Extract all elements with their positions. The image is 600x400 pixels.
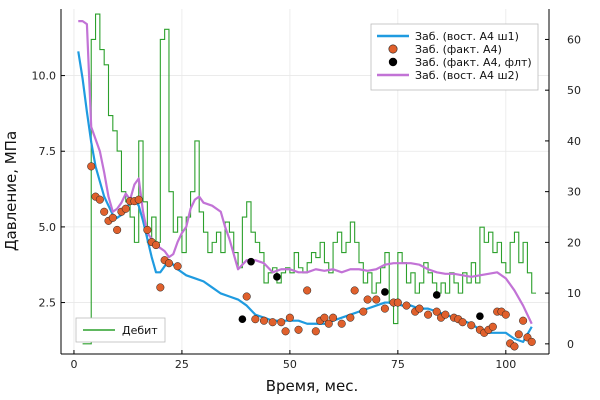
point-fact	[156, 283, 165, 292]
point-fact	[337, 319, 346, 328]
y-tick-label: 2.5	[39, 297, 57, 310]
axis-ticks: 0 25 50 75 100 2.5 5.0 7.5 10.0 0 10 20 30 40 50 60	[32, 33, 582, 371]
x-axis-label: Время, мес.	[266, 377, 358, 395]
point-fact	[350, 286, 359, 295]
legend-label-vost2: Заб. (вост. А4 ш2)	[415, 69, 519, 82]
point-fact	[402, 301, 411, 310]
point-fact	[259, 316, 269, 325]
x-tick-label: 0	[70, 358, 77, 371]
point-fact	[519, 316, 528, 325]
point-fact_flt	[238, 315, 247, 323]
point-fact	[303, 286, 312, 295]
point-fact	[113, 225, 122, 234]
point-fact	[95, 195, 104, 204]
y2-tick-label: 50	[567, 84, 581, 97]
point-fact	[285, 313, 294, 322]
plot-area	[77, 13, 537, 351]
point-fact	[510, 342, 519, 351]
y2-tick-label: 30	[567, 186, 581, 199]
point-fact	[108, 213, 117, 222]
series-line-vost2	[78, 20, 533, 325]
point-fact	[488, 322, 497, 331]
y-tick-label: 10.0	[32, 70, 57, 83]
point-fact	[294, 325, 303, 334]
point-fact	[324, 319, 333, 328]
legend-label-fact-flt: Заб. (факт. А4, флт)	[415, 56, 532, 69]
point-fact	[311, 327, 320, 336]
point-fact	[134, 195, 143, 204]
point-fact	[467, 321, 476, 330]
point-fact	[164, 259, 174, 268]
y-tick-label: 7.5	[39, 145, 57, 158]
x-tick-label: 25	[175, 358, 189, 371]
y2-tick-label: 60	[567, 33, 581, 46]
y-tick-label: 5.0	[39, 221, 57, 234]
point-fact	[501, 310, 510, 319]
x-tick-label: 75	[391, 358, 405, 371]
legend-label-fact: Заб. (факт. А4)	[415, 43, 502, 56]
y2-tick-label: 0	[567, 338, 574, 351]
point-fact	[393, 298, 402, 307]
legend-swatch-fact-flt	[388, 57, 398, 67]
point-fact	[143, 225, 152, 234]
y2-tick-label: 40	[567, 135, 581, 148]
point-fact	[121, 204, 130, 213]
point-fact	[372, 295, 381, 304]
point-fact	[151, 241, 161, 250]
point-fact	[380, 304, 389, 313]
point-fact	[329, 313, 338, 322]
x-tick-label: 100	[495, 358, 516, 371]
y2-tick-label: 20	[567, 236, 581, 249]
point-fact	[514, 330, 523, 339]
series-debit-step	[82, 13, 537, 345]
point-fact	[424, 310, 433, 319]
point-fact	[458, 318, 467, 327]
point-fact	[173, 262, 182, 271]
point-fact	[268, 318, 277, 327]
point-fact	[432, 307, 441, 316]
point-fact	[320, 313, 329, 322]
x-tick-label: 50	[283, 358, 297, 371]
point-fact	[346, 313, 355, 322]
legend-swatch-fact	[388, 44, 398, 54]
point-fact_flt	[247, 257, 255, 266]
point-fact_flt	[381, 288, 389, 296]
legend-label-vost1: Заб. (вост. А4 ш1)	[415, 30, 519, 43]
point-fact	[281, 327, 290, 336]
point-fact	[100, 207, 109, 216]
point-fact	[441, 310, 450, 319]
legend-secondary: Дебит	[75, 317, 166, 343]
point-fact_flt	[273, 273, 281, 281]
y-axis-label: Давление, МПа	[2, 131, 20, 251]
point-fact_flt	[432, 291, 441, 299]
legend-main: Заб. (вост. А4 ш1) Заб. (факт. А4) Заб. …	[370, 23, 539, 91]
point-fact	[277, 318, 286, 327]
legend-label-debit: Дебит	[122, 324, 158, 337]
point-fact	[242, 292, 251, 301]
point-fact	[415, 304, 424, 313]
point-fact	[363, 295, 372, 304]
axes-frame	[60, 9, 550, 355]
point-fact	[527, 337, 536, 346]
point-fact_flt	[476, 312, 484, 320]
point-fact	[87, 162, 96, 171]
y2-tick-label: 10	[567, 287, 581, 300]
point-fact	[359, 307, 368, 316]
point-fact	[251, 315, 260, 324]
